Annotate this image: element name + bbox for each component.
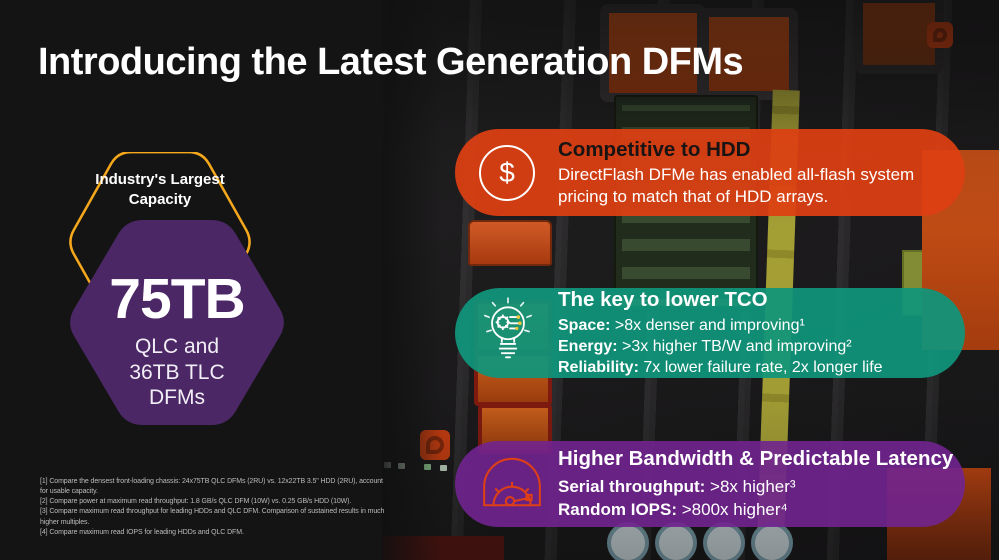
callout-item: Space: >8x denser and improving¹ [558, 314, 956, 335]
callout-item: Reliability: 7x lower failure rate, 2x l… [558, 357, 956, 378]
capacity-value: 75TB [109, 267, 245, 331]
capacity-subtitle-line3: DFMs [149, 386, 205, 410]
callout-item-text: >3x higher TB/W and improving² [617, 337, 852, 355]
capacity-subtitle-line1: QLC and [134, 335, 220, 358]
callout-body: The key to lower TCO Space: >8x denser a… [558, 288, 956, 378]
callout-title: Competitive to HDD [558, 137, 751, 161]
capacity-badge-line1: Industry's Largest [95, 171, 225, 188]
gauge-icon [479, 454, 545, 515]
callout-item: Serial throughput: >8x higher³ [558, 475, 956, 498]
callout-competitive-to-hdd: $ Competitive to HDD DirectFlash DFMe ha… [455, 129, 965, 216]
callout-title: Higher Bandwidth & Predictable Latency [558, 446, 954, 470]
callout-item-text: >8x denser and improving¹ [610, 316, 805, 334]
footnote-4: [4] Compare maximum read IOPS for leadin… [40, 528, 244, 536]
footnotes: [1] Compare the densest front-loading ch… [40, 477, 388, 538]
callout-item: Energy: >3x higher TB/W and improving² [558, 336, 956, 357]
callout-item-text: >8x higher³ [705, 476, 796, 496]
capacity-subtitle-line2: 36TB TLC [129, 360, 225, 384]
lightbulb-gear-icon [479, 297, 537, 370]
dollar-icon: $ [479, 144, 535, 201]
callout-bandwidth-latency: Higher Bandwidth & Predictable Latency S… [455, 441, 965, 527]
footnote-3: [3] Compare maximum read throughput for … [40, 508, 385, 526]
footnote-2: [2] Compare power at maximum read throug… [40, 498, 352, 506]
hexagon-purple [70, 220, 284, 425]
callout-item-label: Reliability: [558, 358, 639, 376]
callout-title: The key to lower TCO [558, 287, 768, 311]
callout-item-label: Serial throughput: [558, 476, 706, 496]
callout-item-label: Energy: [558, 337, 618, 355]
callout-text: DirectFlash DFMe has enabled all-flash s… [558, 165, 915, 206]
callout-item-label: Random IOPS: [558, 499, 678, 519]
callout-item-label: Space: [558, 316, 611, 334]
dollar-symbol: $ [479, 144, 535, 201]
footnote-1: [1] Compare the densest front-loading ch… [40, 478, 383, 496]
callout-lower-tco: The key to lower TCO Space: >8x denser a… [455, 288, 965, 378]
callout-body: Competitive to HDD DirectFlash DFMe has … [558, 137, 956, 207]
callout-item: Random IOPS: >800x higher⁴ [558, 498, 956, 521]
callout-item-text: 7x lower failure rate, 2x longer life [638, 358, 883, 376]
capacity-badge: Industry's Largest Capacity [67, 170, 253, 209]
hexagon-outline [69, 152, 251, 332]
callout-item-text: >800x higher⁴ [677, 499, 788, 519]
callout-body: Higher Bandwidth & Predictable Latency S… [558, 447, 956, 521]
page-title: Introducing the Latest Generation DFMs [38, 41, 744, 84]
capacity-subtitle: QLC and 36TB TLC DFMs [66, 334, 288, 411]
capacity-badge-line2: Capacity [128, 190, 192, 208]
